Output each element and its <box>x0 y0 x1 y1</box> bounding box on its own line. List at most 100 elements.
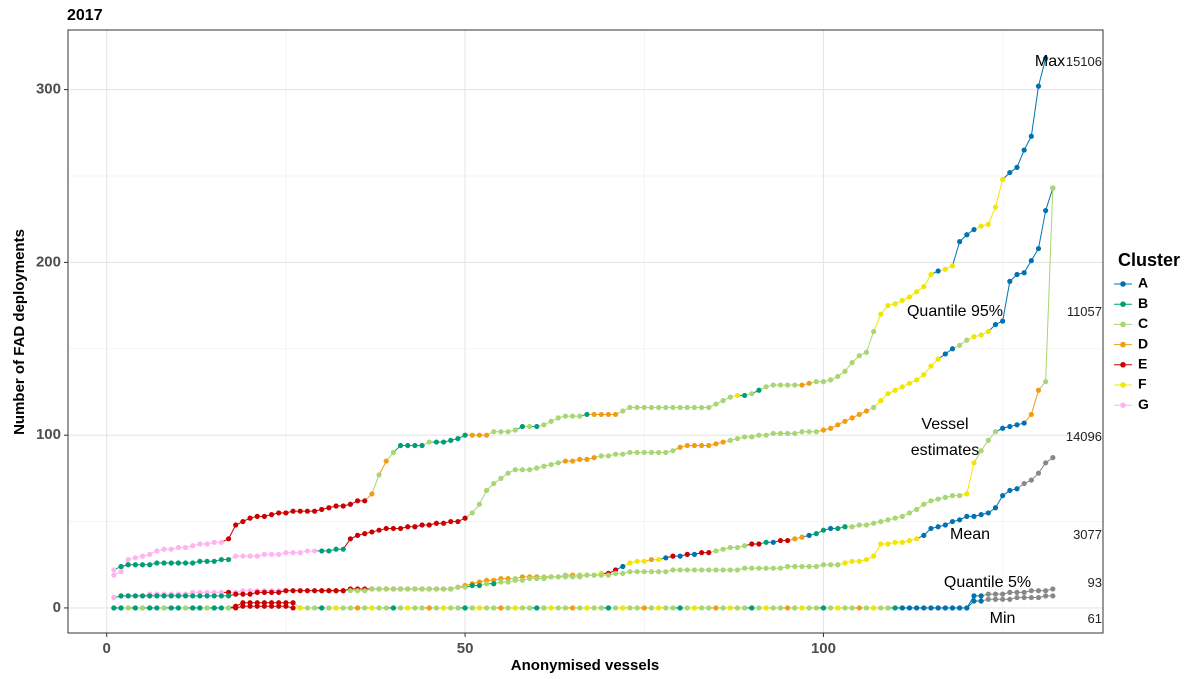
point <box>347 588 354 594</box>
point <box>483 432 490 438</box>
point <box>835 525 841 532</box>
point <box>204 605 210 611</box>
point <box>132 555 138 561</box>
point <box>519 577 526 583</box>
point <box>763 432 769 438</box>
point <box>871 328 877 335</box>
point <box>433 586 440 592</box>
point <box>978 332 984 338</box>
point <box>541 463 547 469</box>
line-segment <box>966 462 975 495</box>
point <box>713 401 719 407</box>
point <box>885 541 891 547</box>
point <box>627 605 633 611</box>
point <box>906 510 913 516</box>
series <box>111 185 1056 601</box>
point <box>949 518 956 525</box>
point <box>691 567 698 573</box>
point <box>455 605 461 611</box>
point <box>290 605 296 611</box>
point <box>125 605 131 611</box>
point <box>347 605 354 611</box>
point <box>555 460 561 466</box>
point <box>777 430 784 437</box>
point <box>656 556 662 563</box>
point <box>297 605 303 611</box>
point <box>921 532 927 538</box>
point <box>405 605 411 611</box>
point <box>376 472 382 478</box>
point <box>971 598 977 604</box>
point <box>971 593 977 599</box>
point <box>1028 588 1034 594</box>
point <box>634 605 640 611</box>
point <box>720 546 726 552</box>
point <box>526 605 533 611</box>
point <box>763 565 769 571</box>
point <box>1014 164 1020 170</box>
point <box>448 518 454 525</box>
point <box>792 382 798 388</box>
point <box>362 605 368 611</box>
point <box>182 605 189 611</box>
series-label: Vessel estimates <box>910 416 980 459</box>
point <box>491 605 497 611</box>
point <box>749 434 755 440</box>
point <box>233 591 239 597</box>
point <box>111 594 117 601</box>
series-label: Max <box>1034 53 1066 70</box>
point <box>225 593 232 599</box>
point <box>799 534 805 540</box>
point <box>613 605 619 611</box>
point <box>699 442 705 449</box>
point <box>985 328 991 335</box>
point <box>1035 83 1042 89</box>
point <box>469 510 475 516</box>
point <box>706 550 712 556</box>
point <box>1043 460 1049 466</box>
point <box>555 415 561 421</box>
legend-label: B <box>1138 295 1148 311</box>
point <box>512 605 518 611</box>
point <box>663 569 669 575</box>
point <box>1007 596 1013 602</box>
series-total: 11057 <box>1066 304 1102 319</box>
point <box>935 496 941 502</box>
point <box>949 263 956 269</box>
point <box>584 456 590 462</box>
point <box>684 404 690 411</box>
point <box>985 596 991 602</box>
point <box>978 598 984 604</box>
point <box>569 605 576 611</box>
legend-label: C <box>1138 315 1148 331</box>
point <box>1050 586 1056 592</box>
point <box>813 379 819 385</box>
point <box>978 593 984 599</box>
point <box>985 591 991 597</box>
line-segment <box>1038 210 1047 249</box>
point <box>749 391 755 397</box>
point <box>734 436 741 442</box>
point <box>577 605 583 611</box>
point <box>383 525 389 532</box>
point <box>182 593 189 599</box>
point <box>584 605 590 611</box>
point <box>691 404 698 411</box>
point <box>218 556 224 563</box>
point <box>928 525 934 532</box>
point <box>756 541 762 547</box>
point <box>785 605 791 611</box>
point <box>863 556 870 563</box>
point <box>397 442 404 449</box>
point <box>727 437 733 443</box>
point <box>663 555 669 561</box>
point <box>1043 593 1049 599</box>
point <box>1007 589 1013 595</box>
point <box>390 449 397 456</box>
point <box>928 605 934 611</box>
point <box>835 422 841 428</box>
point <box>333 605 339 611</box>
point <box>856 411 862 418</box>
point <box>326 605 332 611</box>
